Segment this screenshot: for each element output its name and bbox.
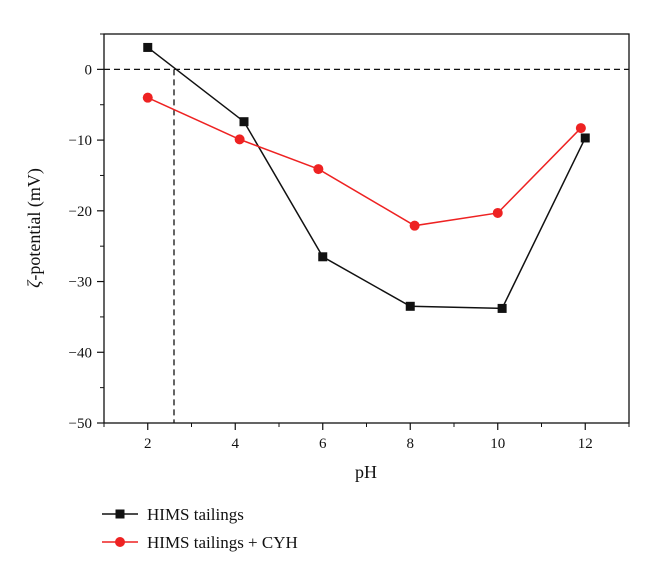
- series-line-1: [147, 46, 586, 310]
- data-point-square: [143, 42, 153, 52]
- plot-frame: [103, 33, 630, 424]
- data-point-square: [239, 117, 249, 127]
- data-point-circle: [234, 134, 245, 145]
- data-point-circle: [313, 164, 324, 175]
- legend-marker-square: [115, 509, 125, 519]
- y-axis-title-greek: ζ: [24, 279, 44, 288]
- x-axis-title: pH: [355, 462, 377, 482]
- legend-label: HIMS tailings: [147, 505, 244, 524]
- series-line-2: [147, 96, 582, 227]
- y-tick-label: −10: [69, 133, 92, 149]
- reference-lines: [104, 68, 629, 423]
- data-point-square: [497, 303, 507, 313]
- legend: HIMS tailings HIMS tailings + CYH: [102, 505, 298, 552]
- x-tick-label: 2: [144, 436, 152, 452]
- y-tick-label: −40: [69, 345, 92, 361]
- data-point-circle: [409, 220, 420, 231]
- x-tick-label: 6: [319, 436, 327, 452]
- y-tick-label: 0: [85, 62, 93, 78]
- data-point-circle: [575, 123, 586, 134]
- x-tick-label: 10: [490, 436, 505, 452]
- x-tick-label: 4: [232, 436, 240, 452]
- y-axis-title: ζ-potential (mV): [24, 168, 45, 288]
- y-axis-ticks: 0 −10 −20 −30 −40 −50: [69, 33, 104, 432]
- series-layer: [142, 42, 590, 313]
- legend-marker-circle: [115, 537, 125, 547]
- y-tick-label: −50: [69, 416, 92, 432]
- x-axis-ticks: 2 4 6 8 10 12: [103, 423, 630, 452]
- y-axis-title-rest: -potential (mV): [24, 168, 45, 280]
- y-tick-label: −30: [69, 275, 92, 291]
- x-tick-label: 8: [407, 436, 415, 452]
- data-point-square: [580, 133, 590, 143]
- data-point-square: [318, 252, 328, 262]
- data-point-circle: [492, 207, 503, 218]
- y-tick-label: −20: [69, 204, 92, 220]
- data-point-square: [405, 301, 415, 311]
- x-tick-label: 12: [578, 436, 593, 452]
- data-point-circle: [142, 92, 153, 103]
- legend-label: HIMS tailings + CYH: [147, 533, 298, 552]
